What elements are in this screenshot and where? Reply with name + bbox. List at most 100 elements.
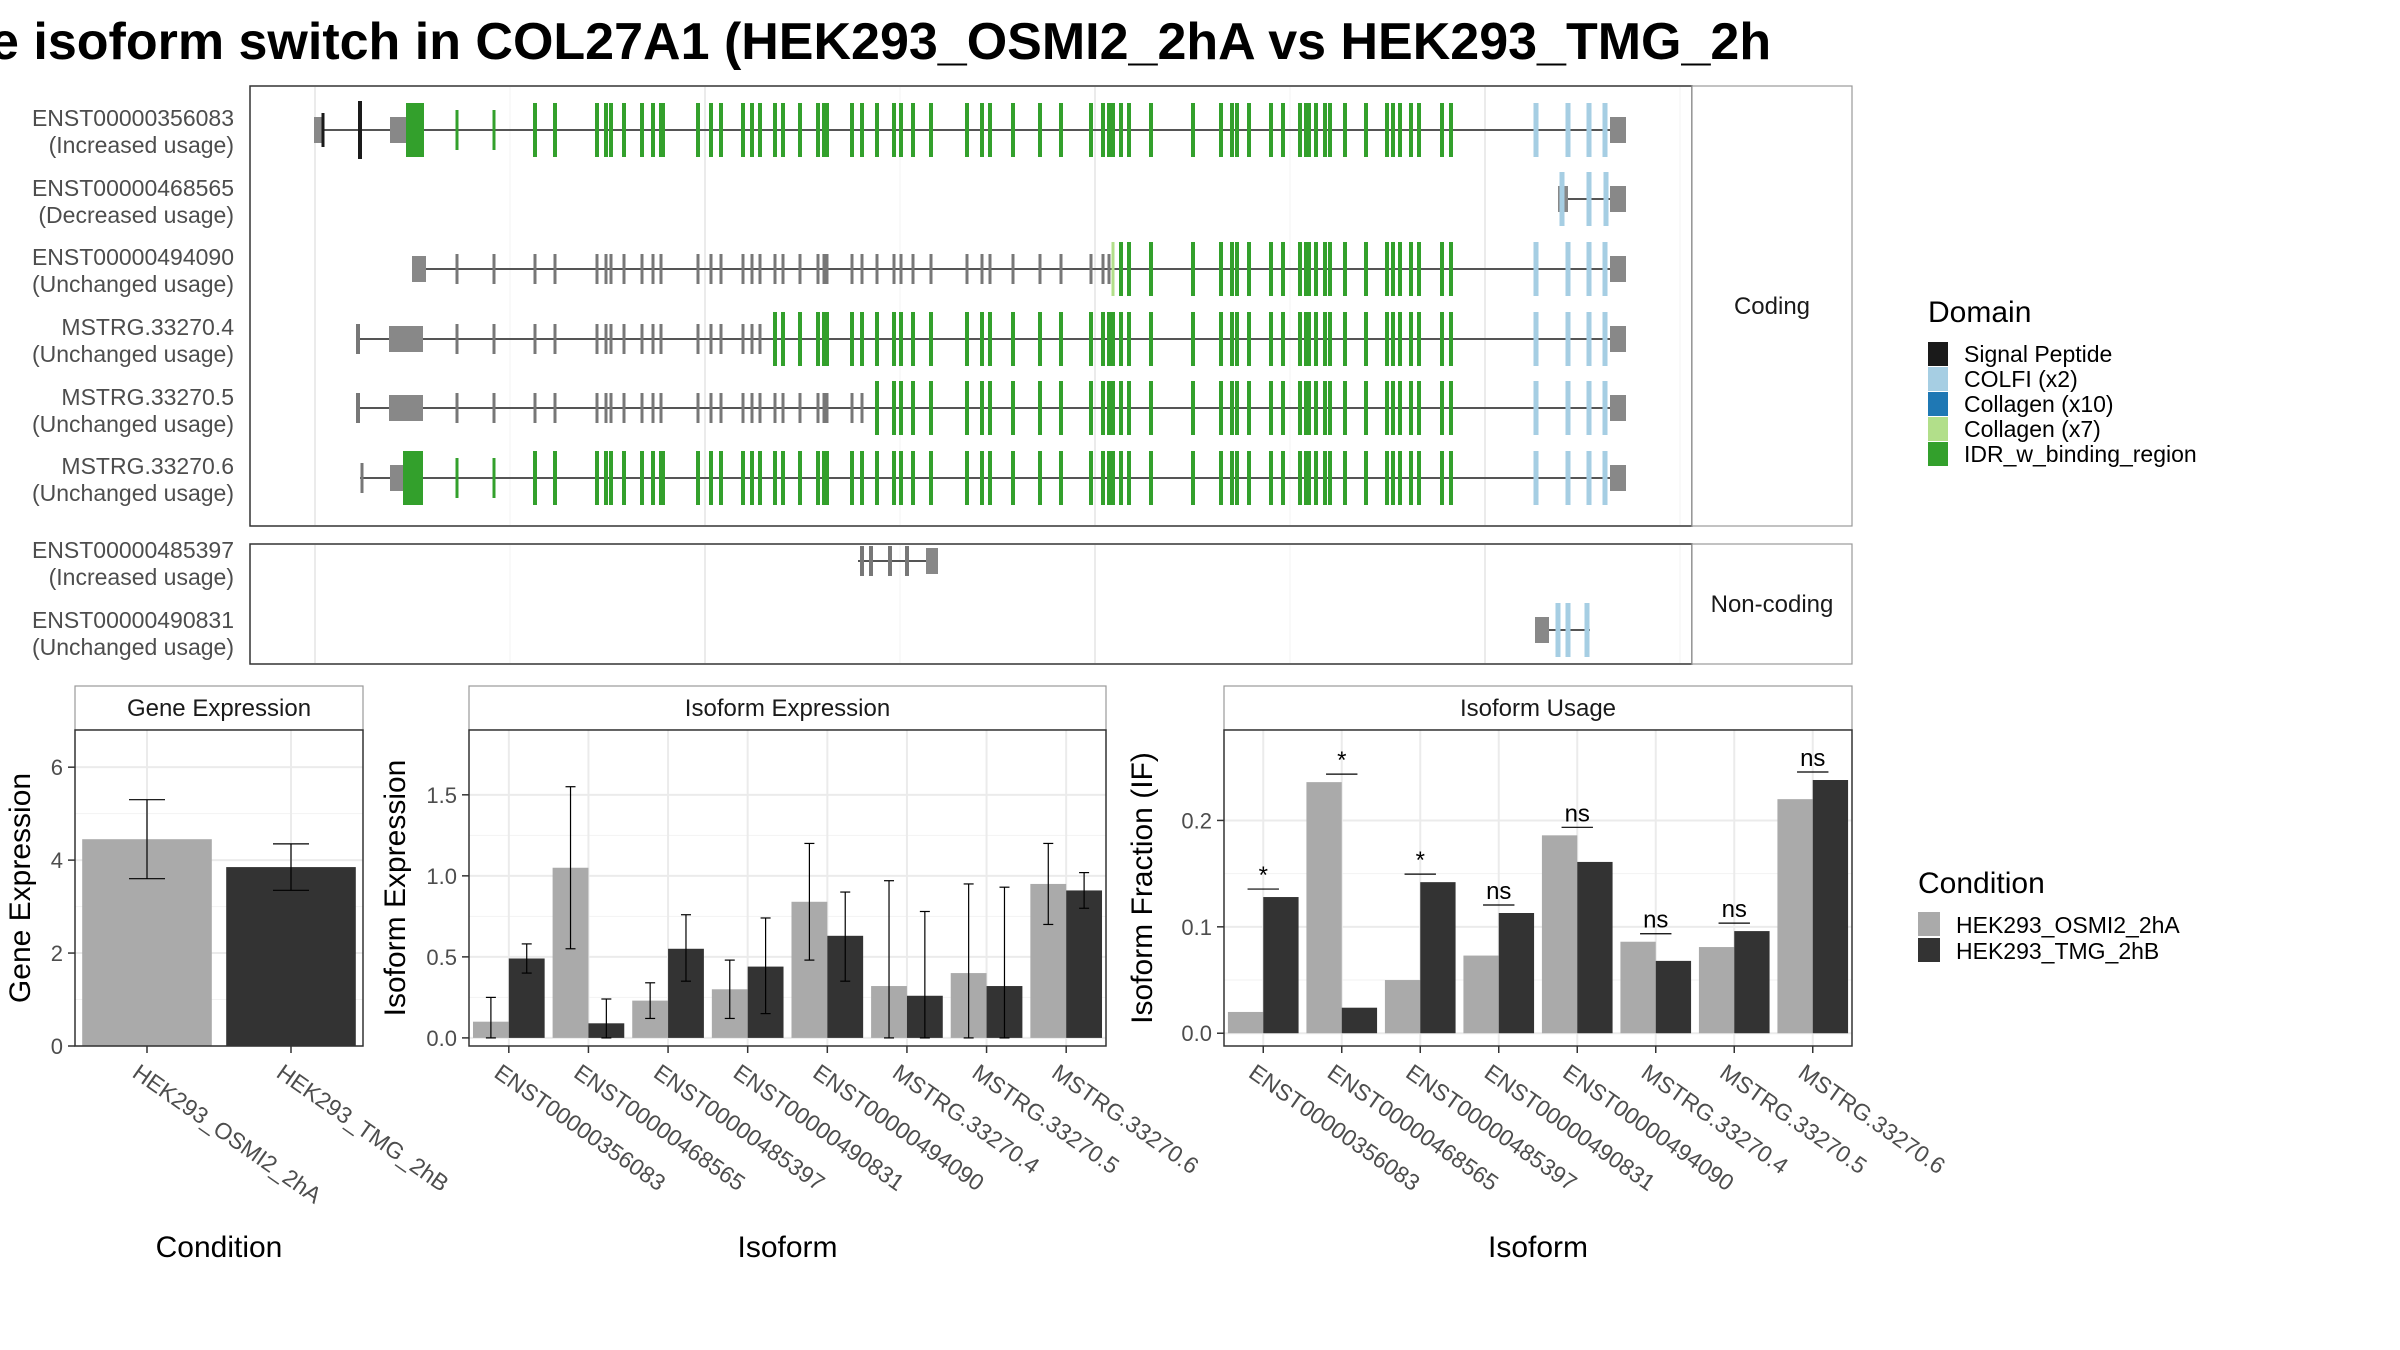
y-tick-label: 0.0 <box>426 1026 457 1051</box>
idr-exon <box>1111 381 1115 435</box>
idr-exon <box>798 451 802 505</box>
utr-exon <box>604 324 608 354</box>
idr-exon <box>1149 242 1153 296</box>
utr-exon <box>492 324 496 354</box>
idr-exon <box>1314 312 1318 366</box>
colfi-exon <box>1565 381 1571 435</box>
idr-exon <box>1219 312 1223 366</box>
transcript-structure-plot: Coding Non-coding ENST00000356083 (Incre… <box>32 85 1853 665</box>
utr-exon <box>622 393 626 423</box>
idr-exon <box>1038 312 1042 366</box>
idr-exon <box>1304 103 1308 157</box>
idr-exon <box>1230 242 1234 296</box>
idr-exon <box>1307 451 1311 505</box>
utr-exon <box>1610 186 1626 212</box>
colfi-exon <box>1602 242 1608 296</box>
idr-exon <box>651 103 655 157</box>
plot-frame <box>1223 729 1853 1047</box>
y-tick-label: 2 <box>51 941 63 966</box>
signal-peptide-exon <box>358 101 362 159</box>
bar <box>1306 782 1342 1034</box>
idr-exon <box>1343 312 1347 366</box>
bar <box>1384 980 1421 1034</box>
idr-exon <box>1149 312 1153 366</box>
idr-exon <box>403 451 423 505</box>
idr-exon <box>406 103 424 157</box>
significance-label: * <box>1416 847 1425 874</box>
idr-exon <box>1385 103 1389 157</box>
idr-exon <box>1323 312 1327 366</box>
utr-exon <box>980 254 984 284</box>
facet-strip <box>468 685 1107 731</box>
colfi-exon <box>1586 242 1592 296</box>
legend-swatch-collagen-x7 <box>1928 417 1948 441</box>
utr-exon <box>553 324 557 354</box>
idr-exon <box>1230 451 1234 505</box>
bars <box>472 786 1103 1039</box>
idr-exon <box>1059 103 1063 157</box>
utr-exon <box>850 254 854 284</box>
utr-exon <box>360 463 364 493</box>
y-tick-label: 6 <box>51 755 63 780</box>
utr-exon <box>390 465 404 491</box>
isoform-label-usage: (Unchanged usage) <box>32 271 234 297</box>
utr-exon <box>533 393 537 423</box>
utr-exon <box>1011 254 1015 284</box>
isoform-label-usage: (Decreased usage) <box>38 202 234 228</box>
idr-exon <box>1191 242 1195 296</box>
idr-exon <box>781 312 785 366</box>
isoform-label-id: MSTRG.33270.4 <box>61 314 234 340</box>
idr-exon <box>609 103 613 157</box>
utr-exon <box>609 254 613 284</box>
idr-exon <box>965 103 969 157</box>
collagen-x7-exon <box>1111 242 1115 296</box>
bar <box>1655 960 1692 1034</box>
idr-exon <box>825 312 829 366</box>
utr-exon <box>988 254 992 284</box>
utr-exon <box>750 324 754 354</box>
utr-exon <box>773 393 777 423</box>
utr-exon <box>773 254 777 284</box>
facet-title: Isoform Usage <box>1460 695 1616 722</box>
utr-exon <box>595 393 599 423</box>
utr-exon <box>758 254 762 284</box>
colfi-exon <box>1565 242 1571 296</box>
noncoding-strip-label: Non-coding <box>1711 591 1834 618</box>
idr-exon <box>1038 381 1042 435</box>
idr-exon <box>1219 242 1223 296</box>
idr-exon <box>1398 242 1402 296</box>
condition-legend-title: Condition <box>1918 867 2045 900</box>
idr-exon <box>1328 381 1332 435</box>
legend-swatch-osmi <box>1918 912 1940 936</box>
idr-exon <box>1440 381 1444 435</box>
idr-exon <box>1307 103 1311 157</box>
idr-exon <box>1219 451 1223 505</box>
idr-exon <box>1328 312 1332 366</box>
idr-exon <box>1101 381 1105 435</box>
utr-exon <box>553 254 557 284</box>
idr-exon <box>1119 242 1123 296</box>
idr-exon <box>1191 103 1195 157</box>
idr-exon <box>988 312 992 366</box>
idr-exon <box>1304 451 1308 505</box>
utr-exon <box>781 393 785 423</box>
idr-exon <box>1269 381 1273 435</box>
facet-title: Isoform Expression <box>685 695 890 722</box>
utr-exon <box>604 393 608 423</box>
bar <box>1066 890 1103 1038</box>
utr-exon <box>1107 254 1111 284</box>
bars <box>82 799 356 1046</box>
utr-exon <box>533 324 537 354</box>
idr-exon <box>492 458 496 498</box>
isoform-label-id: ENST00000490831 <box>32 607 234 633</box>
idr-exon <box>1364 451 1368 505</box>
colfi-exon <box>1559 172 1565 226</box>
idr-exon <box>1440 242 1444 296</box>
idr-exon <box>860 312 864 366</box>
legend-swatch-tmg <box>1918 938 1940 962</box>
utr-exon <box>1610 326 1626 352</box>
utr-exon <box>696 393 700 423</box>
isoform-label-usage: (Increased usage) <box>49 564 234 590</box>
idr-exon <box>1119 312 1123 366</box>
